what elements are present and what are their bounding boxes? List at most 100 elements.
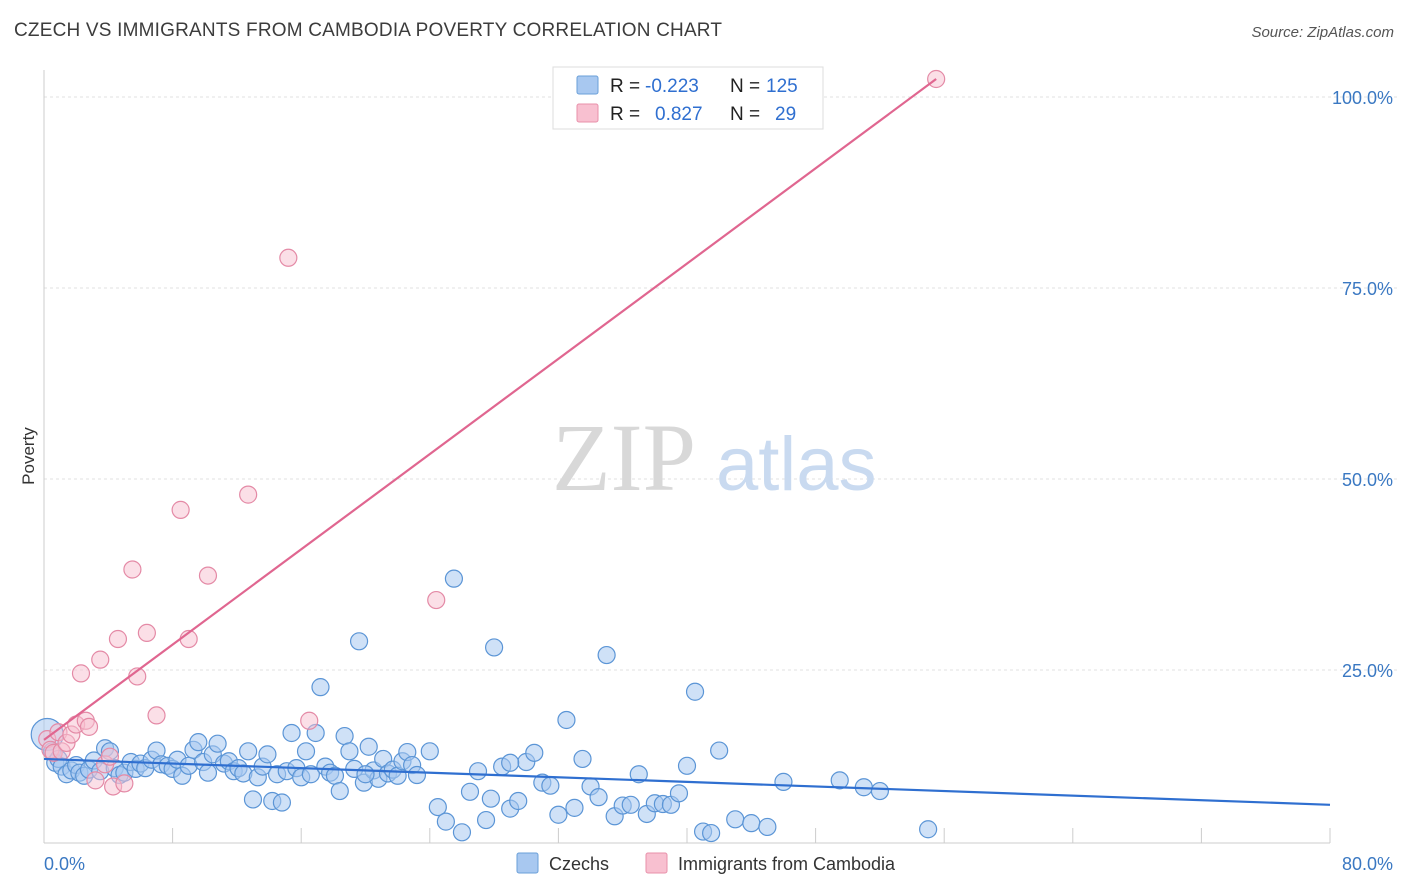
point-czechs-76 xyxy=(407,765,427,785)
y-tick-label-100: 100.0% xyxy=(1332,88,1393,108)
watermark-atlas: atlas xyxy=(716,422,877,507)
point-czechs-123 xyxy=(356,765,375,784)
point-czechs-111 xyxy=(685,682,705,701)
point-cambodia-28 xyxy=(427,590,446,610)
point-czechs-110 xyxy=(677,756,697,775)
point-cambodia-20 xyxy=(137,623,156,643)
point-czechs-31 xyxy=(189,733,208,752)
point-cambodia-12 xyxy=(91,650,110,669)
legend-n-value-czechs: 125 xyxy=(766,76,798,97)
x-tick-label-max: 80.0% xyxy=(1342,854,1393,874)
point-czechs-48 xyxy=(272,793,292,812)
point-cambodia-25 xyxy=(239,485,258,504)
legend-r-value-cambodia: 0.827 xyxy=(655,104,703,125)
chart-title: CZECH VS IMMIGRANTS FROM CAMBODIA POVERT… xyxy=(14,20,723,41)
point-czechs-95 xyxy=(557,710,576,730)
point-czechs-116 xyxy=(742,814,761,833)
point-czechs-54 xyxy=(301,765,320,784)
point-czechs-118 xyxy=(774,772,793,791)
x-ticks xyxy=(43,828,1331,843)
point-czechs-80 xyxy=(444,569,464,588)
point-czechs-91 xyxy=(525,743,544,762)
point-czechs-45 xyxy=(258,745,277,764)
point-cambodia-26 xyxy=(279,248,298,267)
point-czechs-84 xyxy=(476,810,496,830)
y-tick-labels: 25.0% 50.0% 75.0% 100.0% xyxy=(1332,88,1393,681)
series-czechs xyxy=(30,569,938,843)
series-legend: Czechs Immigrants from Cambodia xyxy=(516,852,896,874)
point-czechs-94 xyxy=(549,805,568,824)
point-czechs-124 xyxy=(501,753,520,772)
point-czechs-104 xyxy=(629,765,648,784)
x-tick-label-min: 0.0% xyxy=(44,854,85,874)
y-axis-label: Poverty xyxy=(19,427,38,485)
legend-n-label-cambodia: N = xyxy=(730,104,760,125)
point-czechs-41 xyxy=(239,742,258,761)
series-legend-swatch-czechs xyxy=(516,852,539,874)
point-czechs-83 xyxy=(468,762,488,781)
point-cambodia-11 xyxy=(86,771,105,790)
legend-r-label-czechs: R = xyxy=(610,76,640,97)
point-czechs-109 xyxy=(669,784,689,803)
legend-n-value-cambodia: 29 xyxy=(775,104,796,125)
point-czechs-96 xyxy=(565,798,584,817)
series-legend-swatch-cambodia xyxy=(645,852,668,874)
watermark: ZIP atlas xyxy=(552,404,877,511)
legend-n-label-czechs: N = xyxy=(730,76,760,97)
point-czechs-119 xyxy=(830,771,849,790)
point-cambodia-22 xyxy=(171,500,190,519)
series-legend-label-cambodia: Immigrants from Cambodia xyxy=(678,854,896,874)
point-czechs-93 xyxy=(541,776,560,795)
point-czechs-85 xyxy=(481,789,500,808)
legend-r-value-czechs: -0.223 xyxy=(645,76,699,97)
point-czechs-33 xyxy=(198,763,218,782)
point-czechs-60 xyxy=(330,781,349,801)
point-czechs-56 xyxy=(311,678,330,697)
trend-line-cambodia xyxy=(43,78,937,741)
point-czechs-100 xyxy=(597,645,616,665)
point-czechs-78 xyxy=(428,797,447,817)
point-czechs-97 xyxy=(573,749,592,769)
series-legend-label-czechs: Czechs xyxy=(549,854,609,874)
legend-swatch-czechs xyxy=(576,75,599,95)
point-cambodia-16 xyxy=(108,629,128,649)
point-czechs-77 xyxy=(420,742,439,761)
point-cambodia-10 xyxy=(79,717,99,736)
point-cambodia-24 xyxy=(198,566,218,585)
point-czechs-115 xyxy=(726,810,745,829)
point-czechs-64 xyxy=(349,632,369,651)
legend-swatch-cambodia xyxy=(576,103,599,123)
point-czechs-99 xyxy=(589,788,608,807)
stats-legend: R = -0.223 N = 125 R = 0.827 N = 29 xyxy=(552,66,824,130)
point-czechs-61 xyxy=(335,726,354,746)
point-czechs-79 xyxy=(436,812,455,831)
watermark-zip: ZIP xyxy=(552,404,696,511)
trend-line-czechs xyxy=(43,757,1331,806)
trend-lines xyxy=(43,78,1331,806)
point-cambodia-8 xyxy=(71,664,91,683)
point-czechs-114 xyxy=(710,741,729,760)
point-czechs-50 xyxy=(282,723,301,743)
point-czechs-35 xyxy=(208,734,227,753)
gridlines xyxy=(44,96,1400,671)
y-tick-label-50: 50.0% xyxy=(1342,470,1393,490)
point-czechs-103 xyxy=(621,795,640,814)
point-cambodia-18 xyxy=(123,560,142,579)
point-czechs-117 xyxy=(758,817,777,837)
point-czechs-122 xyxy=(919,820,938,839)
point-czechs-66 xyxy=(359,737,378,756)
y-tick-label-75: 75.0% xyxy=(1342,279,1393,299)
point-czechs-89 xyxy=(509,791,528,811)
point-czechs-82 xyxy=(460,782,480,801)
point-czechs-42 xyxy=(243,790,263,809)
point-czechs-113 xyxy=(702,823,721,843)
series-cambodia xyxy=(38,69,946,796)
point-czechs-121 xyxy=(870,781,890,801)
point-czechs-62 xyxy=(340,742,359,761)
y-tick-label-25: 25.0% xyxy=(1342,661,1393,681)
point-czechs-81 xyxy=(452,823,472,842)
source-label: Source: ZipAtlas.com xyxy=(1251,24,1394,41)
point-cambodia-21 xyxy=(147,706,166,725)
legend-r-label-cambodia: R = xyxy=(610,104,640,125)
